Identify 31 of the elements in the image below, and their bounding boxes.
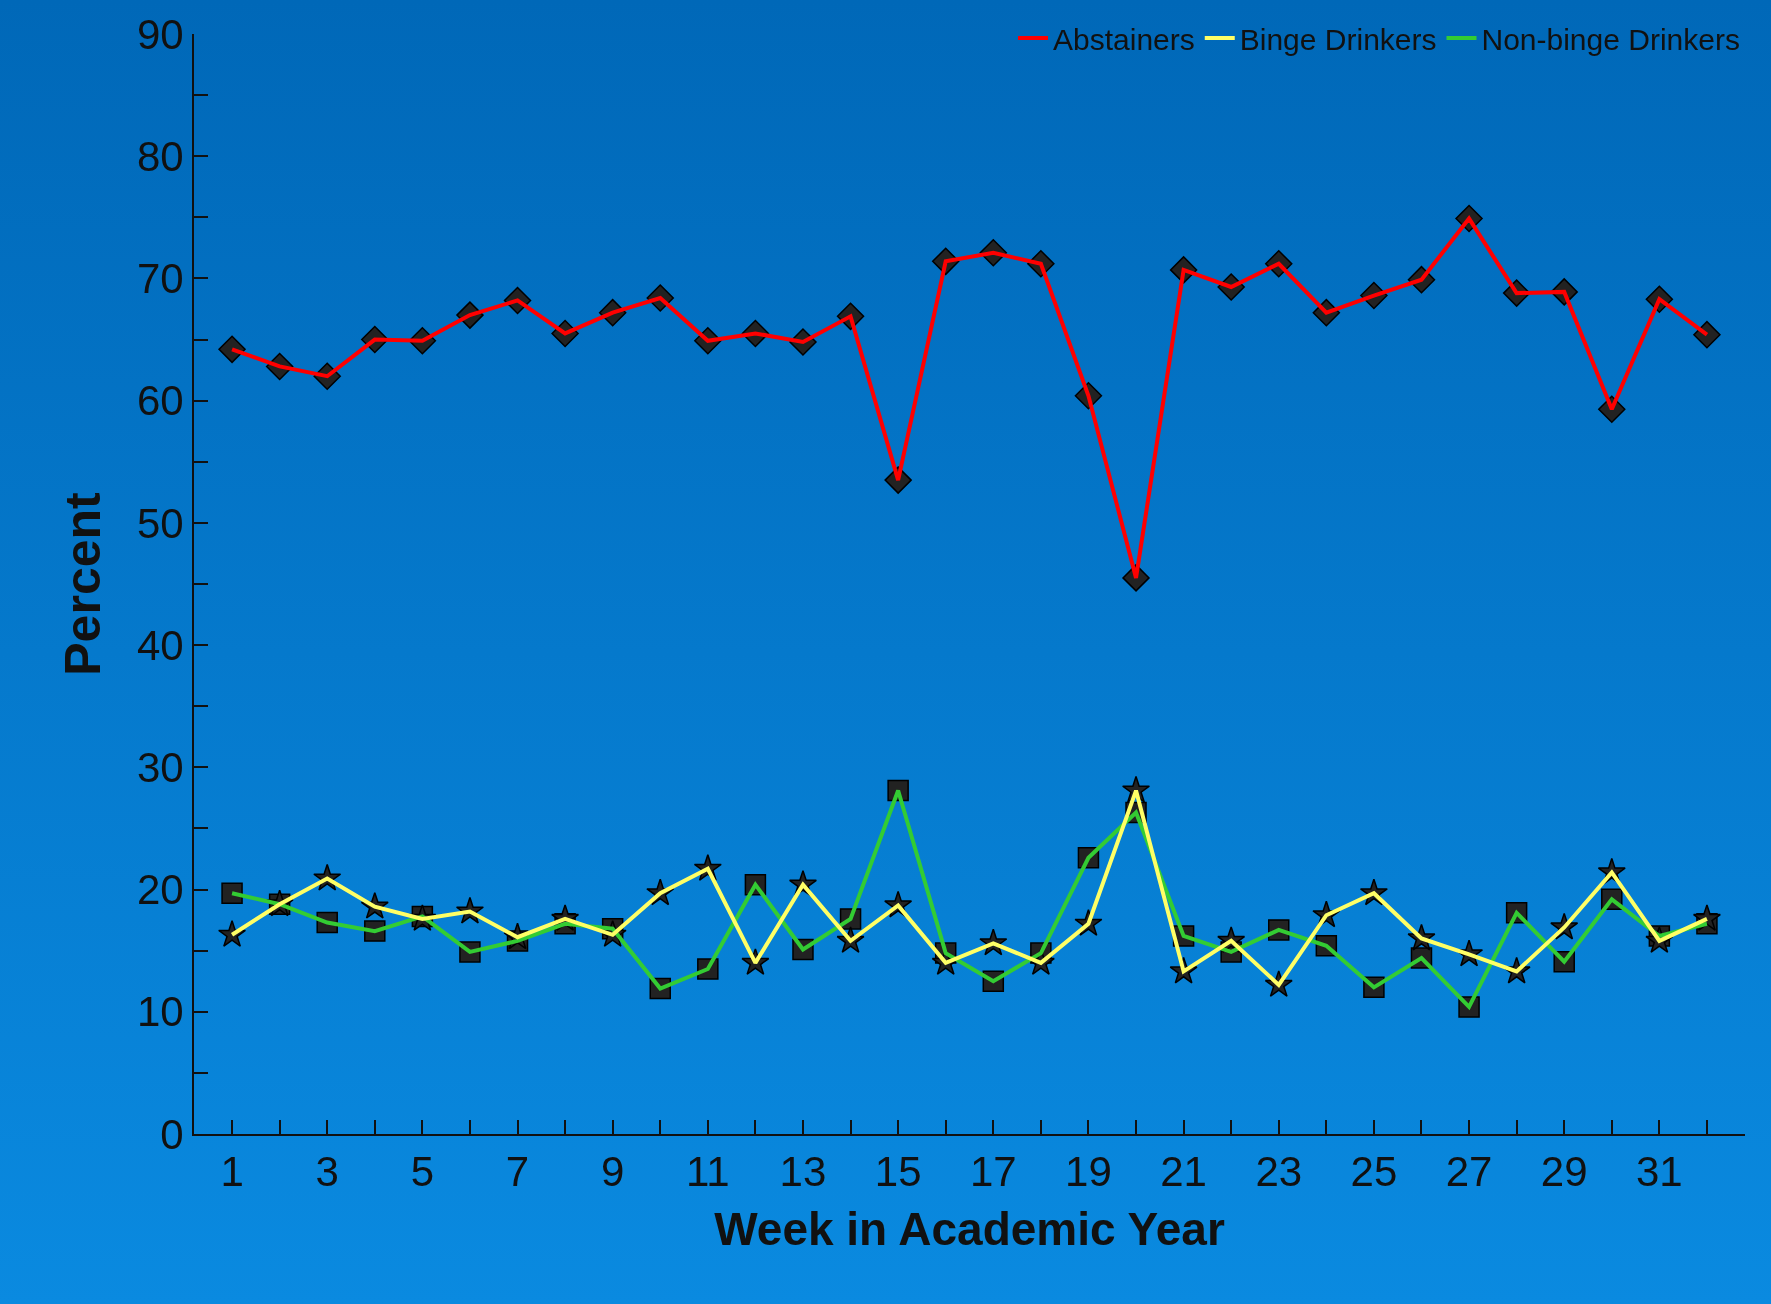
x-tick-label: 15	[874, 1148, 922, 1196]
x-tick-label: 31	[1636, 1148, 1683, 1196]
y-tick-label: 80	[136, 132, 184, 180]
x-tick-label: 1	[220, 1148, 244, 1196]
y-tick-label: 0	[160, 1110, 184, 1158]
x-tick-label: 25	[1350, 1148, 1398, 1196]
x-tick-label: 23	[1255, 1148, 1303, 1196]
x-axis-title: Week in Academic Year	[714, 1202, 1225, 1255]
x-tick-label: 7	[505, 1148, 530, 1196]
legend-label: Abstainers	[1053, 22, 1195, 56]
y-axis-title: Percent	[55, 491, 112, 676]
x-tick-label: 11	[686, 1148, 730, 1196]
legend-label: Binge Drinkers	[1239, 22, 1437, 56]
x-tick-label: 5	[410, 1148, 435, 1196]
y-tick-label: 40	[136, 621, 184, 669]
y-tick-label: 10	[136, 988, 184, 1036]
y-tick-label: 70	[136, 255, 184, 303]
y-tick-label: 50	[136, 499, 184, 547]
y-tick-label: 30	[136, 744, 184, 792]
y-tick-label: 90	[136, 10, 184, 58]
x-tick-label: 9	[600, 1148, 625, 1196]
x-tick-label: 27	[1445, 1148, 1493, 1196]
y-tick-label: 20	[136, 866, 184, 914]
y-tick-label: 60	[136, 377, 184, 425]
x-tick-label: 17	[969, 1148, 1017, 1196]
x-tick-label: 19	[1065, 1148, 1112, 1196]
x-tick-label: 21	[1160, 1148, 1207, 1196]
x-tick-label: 29	[1540, 1148, 1588, 1196]
legend-label: Non-binge Drinkers	[1481, 22, 1740, 56]
x-tick-label: 13	[779, 1148, 827, 1196]
x-tick-label: 3	[315, 1148, 339, 1196]
